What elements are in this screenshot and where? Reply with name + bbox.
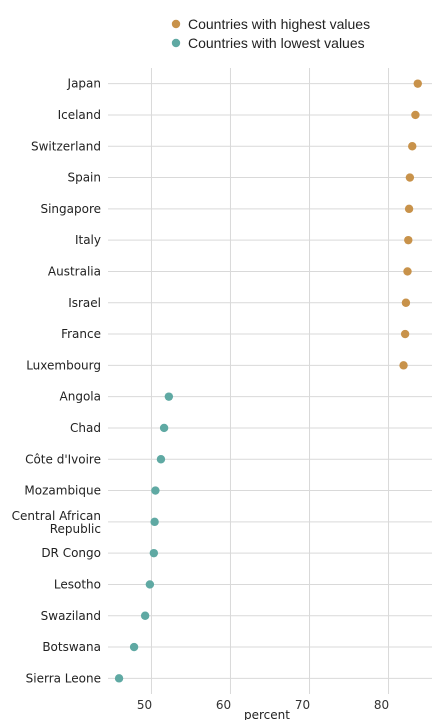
legend-label: Countries with lowest values bbox=[188, 35, 365, 51]
category-label: Mozambique bbox=[24, 484, 101, 498]
data-point bbox=[403, 267, 412, 276]
x-axis-title: percent bbox=[244, 708, 290, 720]
category-label: Luxembourg bbox=[26, 358, 101, 372]
category-label: Botswana bbox=[42, 640, 101, 654]
data-point bbox=[140, 611, 150, 620]
x-tick-label: 80 bbox=[374, 698, 389, 712]
data-point bbox=[401, 298, 411, 307]
data-point bbox=[159, 423, 169, 433]
category-label: Lesotho bbox=[54, 577, 101, 591]
x-axis-ticks: 50 60 70 80 bbox=[137, 698, 389, 712]
x-tick-label: 50 bbox=[137, 698, 152, 712]
data-point bbox=[411, 110, 420, 120]
category-label: Swaziland bbox=[41, 609, 101, 623]
category-label: Côte d'Ivoire bbox=[25, 452, 101, 466]
data-point bbox=[129, 642, 139, 652]
data-point bbox=[404, 204, 414, 214]
data-point bbox=[149, 548, 159, 558]
category-label: Italy bbox=[75, 233, 101, 247]
legend-marker bbox=[171, 38, 181, 48]
data-points bbox=[114, 79, 422, 683]
category-labels: Japan Iceland Switzerland Spain Singapore Ita… bbox=[12, 77, 101, 686]
data-point bbox=[413, 79, 422, 88]
category-label: Israel bbox=[68, 296, 101, 310]
category-label: Australia bbox=[48, 264, 101, 278]
data-point bbox=[151, 486, 160, 495]
data-point bbox=[114, 674, 124, 683]
category-label: Singapore bbox=[40, 202, 101, 216]
category-label: Angola bbox=[60, 390, 101, 404]
data-point bbox=[156, 455, 166, 464]
x-tick-label: 60 bbox=[216, 698, 231, 712]
category-label: Sierra Leone bbox=[26, 671, 101, 685]
category-label: France bbox=[61, 327, 101, 341]
category-label: DR Congo bbox=[41, 546, 101, 560]
data-point bbox=[145, 580, 155, 589]
category-label: Switzerland bbox=[31, 139, 101, 153]
x-tick-label: 70 bbox=[295, 698, 310, 712]
legend-marker bbox=[171, 19, 181, 29]
legend-label: Countries with highest values bbox=[188, 16, 370, 32]
category-label: Japan bbox=[67, 77, 101, 91]
data-point bbox=[405, 173, 415, 182]
data-point bbox=[399, 361, 408, 370]
data-point bbox=[404, 235, 413, 245]
gridlines bbox=[108, 68, 432, 694]
category-label: Central African Republic bbox=[12, 509, 101, 536]
data-point bbox=[164, 392, 174, 401]
category-label: Iceland bbox=[58, 108, 101, 122]
data-point bbox=[150, 517, 159, 527]
data-point bbox=[400, 329, 410, 339]
data-point bbox=[408, 142, 417, 151]
legend: Countries with highest values Countries w… bbox=[171, 16, 370, 51]
category-label: Spain bbox=[67, 171, 101, 185]
category-label: Chad bbox=[70, 421, 101, 435]
